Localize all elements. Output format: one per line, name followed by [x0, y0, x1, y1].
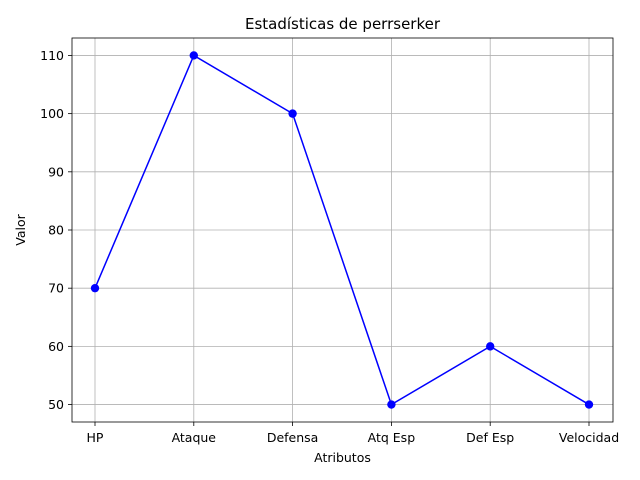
- data-point: [90, 283, 100, 293]
- y-axis-label: Valor: [13, 213, 28, 245]
- data-point: [387, 400, 396, 409]
- y-tick-label: 70: [48, 281, 64, 296]
- tick-layer: HP Ataque Defensa Atq Esp Def Esp Velocidad 50…: [40, 48, 619, 445]
- y-tick-label: 60: [48, 339, 64, 354]
- x-tick-label: Velocidad: [559, 430, 619, 445]
- x-tick-label: Atq Esp: [368, 430, 416, 445]
- x-tick-label: Ataque: [172, 430, 217, 445]
- data-point: [486, 342, 495, 351]
- data-point: [288, 109, 297, 118]
- series-line: [94, 54, 590, 406]
- y-tick-label: 50: [48, 397, 64, 412]
- x-tick-label: Defensa: [267, 430, 319, 445]
- y-tick-label: 80: [48, 223, 64, 238]
- y-tick-label: 100: [40, 106, 64, 121]
- y-tick-label: 110: [40, 48, 64, 63]
- series-layer: [90, 51, 594, 409]
- x-tick-label: HP: [87, 430, 104, 445]
- grid-layer: [72, 38, 613, 422]
- data-point: [584, 400, 594, 409]
- x-tick-label: Def Esp: [466, 430, 514, 445]
- y-tick-label: 90: [48, 164, 64, 179]
- x-axis-label: Atributos: [314, 450, 371, 465]
- data-point: [189, 51, 198, 60]
- chart-title: Estadísticas de perrserker: [245, 15, 441, 33]
